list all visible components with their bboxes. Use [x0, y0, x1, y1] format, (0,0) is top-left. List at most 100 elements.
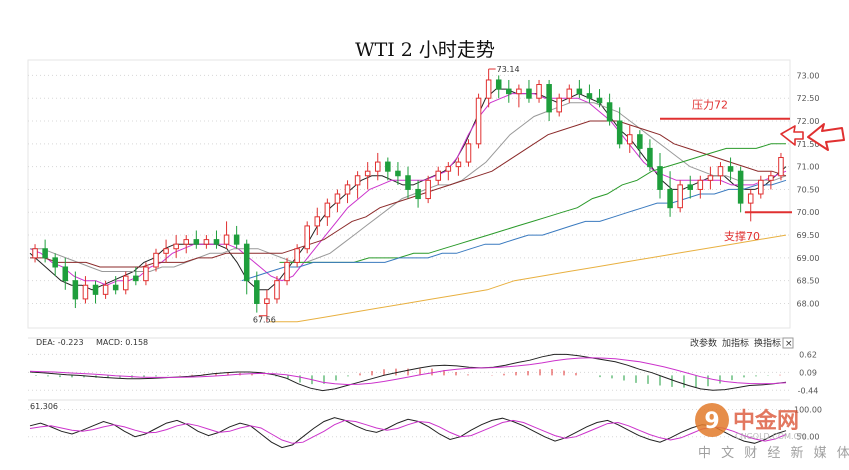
candlestick: [102, 280, 109, 299]
candlestick: [697, 175, 704, 199]
candlestick: [304, 221, 310, 254]
candlestick: [344, 180, 351, 204]
candlestick: [395, 162, 401, 185]
candlestick: [82, 276, 89, 304]
candlestick: [657, 152, 663, 199]
brand-url: CNGOLD.COM.CN: [735, 432, 805, 441]
macd-histogram: [35, 368, 781, 388]
candlestick: [143, 262, 149, 286]
price-tick-label: 72.50: [797, 94, 820, 103]
candlestick: [324, 198, 331, 226]
macd-tick-label: 0.62: [799, 350, 817, 359]
support-label: 支撑70: [724, 229, 760, 243]
candlestick: [213, 230, 220, 249]
switch-indicator-button[interactable]: 换指标: [754, 337, 781, 349]
kdj-k-line: [29, 417, 787, 449]
brand-slogan: 中 文 财 经 新 媒 体: [698, 445, 849, 461]
candlestick: [707, 166, 714, 190]
candlestick: [556, 93, 562, 117]
candlestick: [727, 157, 734, 181]
macd-gridlines: [28, 353, 790, 391]
candlestick: [274, 276, 280, 304]
kdj-tick-label: 50.00: [797, 433, 820, 442]
candlestick: [536, 79, 542, 103]
kdj-legend: 61.306: [30, 402, 58, 411]
candlestick: [183, 235, 190, 254]
low-price-label: 67.56: [253, 316, 276, 325]
candlestick: [52, 253, 58, 277]
candlestick: [163, 239, 169, 263]
candlestick: [374, 152, 381, 181]
trend-arrow-small-icon: [780, 125, 804, 146]
high-price-label: 73.14: [497, 65, 520, 74]
candlestick: [354, 171, 361, 199]
moving-average-line: [279, 143, 786, 263]
brand-name: 中金网: [733, 408, 799, 434]
candlestick: [687, 175, 694, 199]
candlestick: [62, 257, 69, 290]
candlestick: [425, 175, 431, 204]
candlestick: [133, 266, 139, 286]
candlestick: [243, 239, 250, 295]
candlestick: [495, 75, 502, 99]
change-params-button[interactable]: 改参数: [690, 337, 717, 349]
candlestick: [153, 248, 159, 272]
add-indicator-button[interactable]: 加指标: [722, 337, 749, 349]
resistance-label: 压力72: [692, 99, 728, 112]
kdj-lines: [29, 417, 787, 449]
brand-logo-glyph: 9: [704, 409, 719, 434]
candlestick: [455, 157, 462, 176]
candlestick: [576, 79, 583, 99]
candlestick: [254, 271, 260, 313]
candlestick: [637, 130, 643, 158]
kdj-gridlines: [28, 408, 790, 438]
candlestick: [667, 171, 673, 217]
candlestick: [112, 276, 119, 295]
candlestick: [264, 289, 270, 322]
level-annotations: 压力72 支撑70: [660, 99, 792, 243]
kdj-panel: 100.00 50.00 61.306: [28, 399, 822, 449]
candlestick: [72, 271, 79, 309]
price-axis-ticks: 73.00 72.50 72.00 71.50 71.00 70.50 70.00 69.50…: [797, 71, 820, 308]
macd-dea-line: [29, 357, 787, 386]
trend-arrow-icon: [807, 123, 845, 151]
kdj-d-line: [29, 419, 787, 444]
candlestick: [32, 244, 38, 263]
watermark: 9 中金网 CNGOLD.COM.CN 中 文 财 经 新 媒 体: [695, 403, 849, 461]
candlestick: [314, 207, 321, 236]
candlestick: [596, 89, 603, 108]
macd-lines: [29, 353, 787, 392]
candlestick: [445, 162, 452, 181]
candlestick: [616, 107, 623, 149]
price-tick-label: 68.00: [797, 299, 820, 308]
indicator-toolbar: 改参数 加指标 换指标 ×: [690, 337, 794, 349]
candlestick: [405, 166, 411, 199]
candlestick: [647, 139, 653, 172]
candlestick: [385, 157, 391, 181]
price-tick-label: 69.00: [797, 254, 820, 263]
macd-tick-label: -0.44: [798, 386, 819, 395]
candlestick: [737, 166, 744, 213]
macd-tick-label: 0.09: [799, 368, 817, 377]
brand-logo-icon: [695, 403, 729, 437]
candlestick: [435, 166, 442, 185]
close-indicator-box[interactable]: [782, 337, 794, 349]
close-icon[interactable]: ×: [785, 339, 793, 349]
candlestick: [546, 79, 552, 122]
price-panel-frame: [27, 59, 791, 329]
candlestick: [475, 93, 482, 149]
chart-title: WTI 2 小时走势: [355, 39, 495, 61]
moving-average-line: [241, 179, 787, 282]
candlesticks: [32, 68, 784, 322]
candlestick: [586, 84, 593, 103]
macd-panel: 0.62 0.09 -0.44 DEA: -0.223 MACD: 0.158 改参…: [28, 337, 818, 395]
kdj-tick-label: 100.00: [794, 405, 822, 414]
candlestick: [294, 244, 300, 267]
candlestick: [526, 79, 532, 103]
kdj-axis-ticks: 100.00 50.00: [794, 405, 822, 441]
price-tick-label: 73.00: [797, 71, 820, 80]
candlestick: [465, 139, 472, 167]
candlestick: [364, 162, 371, 190]
candlestick: [92, 280, 99, 304]
